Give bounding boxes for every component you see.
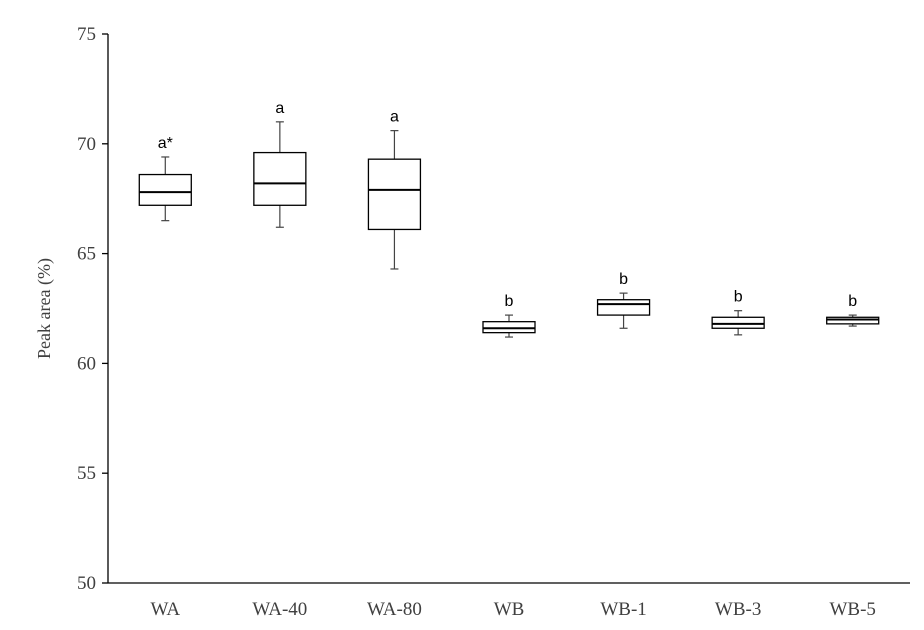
box-group: a [253,100,307,228]
significance-label: a [390,109,399,126]
boxes: a* a a b b b b [138,100,880,338]
box-group: b [596,271,651,329]
y-axis-label: Peak area (%) [34,258,55,359]
iqr-box [711,316,765,329]
iqr-box [482,321,536,334]
iqr-box [826,316,880,325]
y-tick-label: 55 [77,463,96,484]
significance-label: b [848,293,857,310]
y-tick-label: 60 [77,353,96,374]
x-tick-label: WA-80 [367,599,422,620]
x-tick-label: WA [151,599,181,620]
x-tick-label: WB-1 [600,599,646,620]
significance-label: a* [158,135,173,152]
y-tick-label: 70 [77,134,96,155]
box-group: a* [138,135,192,222]
significance-label: b [619,271,628,288]
iqr-box [367,158,422,231]
box-group: b [711,289,765,336]
axes [107,34,910,584]
iqr-box [138,173,192,206]
y-ticks: 50 55 60 65 70 75 [77,24,108,594]
y-tick-label: 65 [77,244,96,265]
significance-label: a [275,100,284,117]
box-group: b [826,293,880,327]
iqr-box [253,151,307,206]
box-group: a [367,109,422,270]
box-group: b [482,293,536,338]
x-ticks: WA WA-40 WA-80 WB WB-1 WB-3 WB-5 [151,599,876,620]
x-tick-label: WB-5 [829,599,875,620]
x-tick-label: WA-40 [252,599,307,620]
iqr-box [596,299,651,316]
significance-label: b [734,289,743,306]
x-tick-label: WB [494,599,525,620]
y-tick-label: 75 [77,24,96,45]
y-tick-label: 50 [77,573,96,594]
x-tick-label: WB-3 [715,599,761,620]
significance-label: b [505,293,514,310]
